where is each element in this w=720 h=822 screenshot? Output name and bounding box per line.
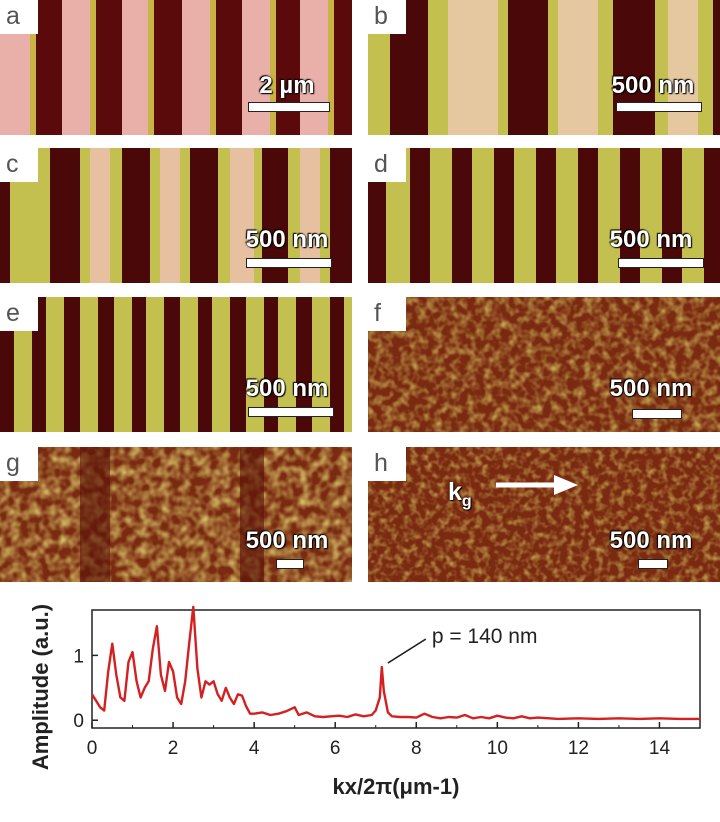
scale-bar-label: 500 nm bbox=[611, 72, 695, 99]
panel-e: e 500 nm bbox=[0, 297, 352, 432]
arrow-head-icon bbox=[554, 475, 578, 495]
annotation-leader bbox=[387, 638, 427, 664]
x-tick-label: 14 bbox=[649, 738, 671, 759]
panel-b-image bbox=[368, 0, 720, 135]
scale-bar-label: 500 nm bbox=[609, 527, 693, 554]
panel-f: f 500 nm bbox=[368, 297, 720, 432]
wavevector-subscript: g bbox=[461, 493, 472, 510]
scale-bar bbox=[632, 409, 682, 419]
panel-b: b 500 nm bbox=[368, 0, 720, 135]
x-tick-label: 6 bbox=[330, 738, 341, 759]
panel-label: h bbox=[368, 447, 406, 481]
panel-d: d 500 nm bbox=[368, 148, 720, 283]
x-tick-label: 4 bbox=[249, 738, 260, 759]
scale-bar-label: 500 nm bbox=[245, 527, 329, 554]
annotation-label: p = 140 nm bbox=[432, 625, 538, 648]
plot-frame bbox=[91, 609, 701, 729]
wavevector-symbol: k bbox=[448, 478, 462, 506]
panel-label: b bbox=[368, 0, 406, 34]
scale-bar-label: 2 µm bbox=[259, 72, 315, 99]
panel-a-image bbox=[0, 0, 352, 135]
panel-c: c 500 nm bbox=[0, 148, 352, 283]
scale-bar bbox=[638, 559, 668, 569]
scale-bar-label: 500 nm bbox=[245, 226, 329, 253]
panel-a: a 2 µm bbox=[0, 0, 352, 135]
panel-c-image bbox=[0, 148, 352, 283]
amplitude-spectrum-chart: 0 2 4 6 8 10 12 14 0 1 p = 140 nm kx/2π(μm-1) Amplit… bbox=[28, 604, 701, 799]
scale-bar-label: 500 nm bbox=[245, 375, 329, 402]
panel-label: f bbox=[368, 297, 406, 331]
panel-label: d bbox=[368, 148, 406, 182]
scale-bar bbox=[248, 102, 330, 112]
wavevector-label: kg bbox=[448, 478, 472, 511]
scale-bar bbox=[248, 407, 334, 417]
scale-bar bbox=[246, 258, 332, 268]
scale-bar bbox=[618, 258, 704, 268]
y-tick-label: 1 bbox=[73, 646, 84, 667]
panel-label: c bbox=[0, 148, 38, 182]
x-tick-label: 8 bbox=[411, 738, 422, 759]
y-tick-label: 0 bbox=[73, 711, 84, 732]
panel-label: e bbox=[0, 297, 38, 331]
panel-label: a bbox=[0, 0, 38, 34]
scale-bar-label: 500 nm bbox=[609, 226, 693, 253]
panel-e-image bbox=[0, 297, 352, 432]
scale-bar bbox=[616, 102, 702, 112]
x-tick-label: 0 bbox=[87, 738, 98, 759]
scale-bar-label: 500 nm bbox=[609, 375, 693, 402]
x-axis-label: kx/2π(μm-1) bbox=[333, 774, 460, 799]
x-tick-label: 12 bbox=[568, 738, 589, 759]
panel-h: h 500 nm bbox=[368, 447, 720, 582]
y-axis-label: Amplitude (a.u.) bbox=[28, 604, 53, 770]
x-tick-label: 2 bbox=[168, 738, 179, 759]
panel-g: g 500 nm bbox=[0, 447, 352, 582]
scale-bar bbox=[276, 559, 304, 569]
x-tick-label: 10 bbox=[487, 738, 508, 759]
panel-label: g bbox=[0, 447, 38, 481]
series-line bbox=[90, 605, 700, 721]
